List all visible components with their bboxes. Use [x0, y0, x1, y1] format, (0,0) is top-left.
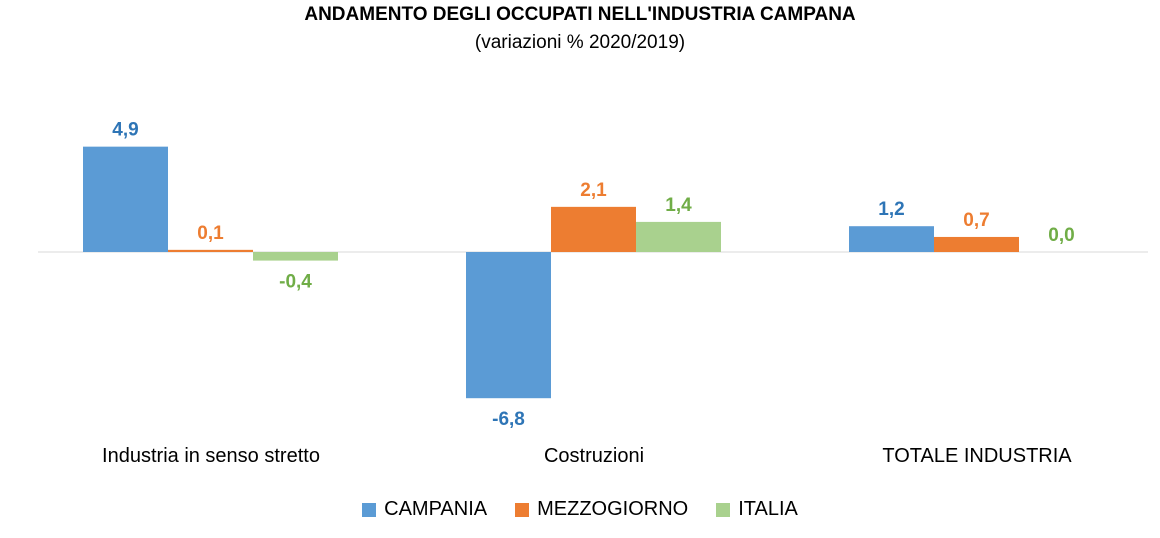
bar-mezzogiorno-0 — [168, 249, 253, 252]
bar-campania-0 — [83, 146, 168, 252]
legend-swatch-mezzogiorno — [515, 502, 530, 517]
bar-italia-1 — [636, 221, 721, 252]
legend-label-campania: CAMPANIA — [384, 498, 488, 520]
legend-label-italia: ITALIA — [738, 498, 798, 520]
data-label-mezzogiorno-2: 0,7 — [963, 210, 989, 231]
legend-item-mezzogiorno: MEZZOGIORNO — [515, 498, 688, 521]
category-label-0: Industria in senso stretto — [102, 445, 320, 467]
chart-title: ANDAMENTO DEGLI OCCUPATI NELL'INDUSTRIA … — [304, 4, 856, 25]
legend-item-italia: ITALIA — [716, 498, 798, 521]
legend: CAMPANIA MEZZOGIORNO ITALIA — [0, 498, 1160, 521]
data-label-campania-1: -6,8 — [492, 409, 525, 430]
data-label-italia-2: 0,0 — [1048, 225, 1074, 246]
chart-subtitle: (variazioni % 2020/2019) — [474, 32, 686, 53]
bar-italia-0 — [253, 252, 338, 261]
data-label-italia-0: -0,4 — [279, 272, 312, 293]
bar-campania-1 — [466, 252, 551, 399]
data-label-italia-1: 1,4 — [665, 195, 692, 216]
data-label-campania-0: 4,9 — [112, 120, 138, 141]
category-label-2: TOTALE INDUSTRIA — [882, 445, 1072, 467]
bar-mezzogiorno-2 — [934, 236, 1019, 252]
bar-mezzogiorno-1 — [551, 206, 636, 252]
data-label-mezzogiorno-0: 0,1 — [197, 223, 224, 244]
category-label-1: Costruzioni — [544, 445, 644, 467]
legend-label-mezzogiorno: MEZZOGIORNO — [537, 498, 689, 520]
data-label-mezzogiorno-1: 2,1 — [580, 180, 607, 201]
bar-campania-2 — [849, 226, 934, 252]
legend-item-campania: CAMPANIA — [362, 498, 487, 521]
legend-swatch-campania — [362, 502, 377, 517]
legend-swatch-italia — [716, 502, 731, 517]
data-label-campania-2: 1,2 — [878, 199, 904, 220]
